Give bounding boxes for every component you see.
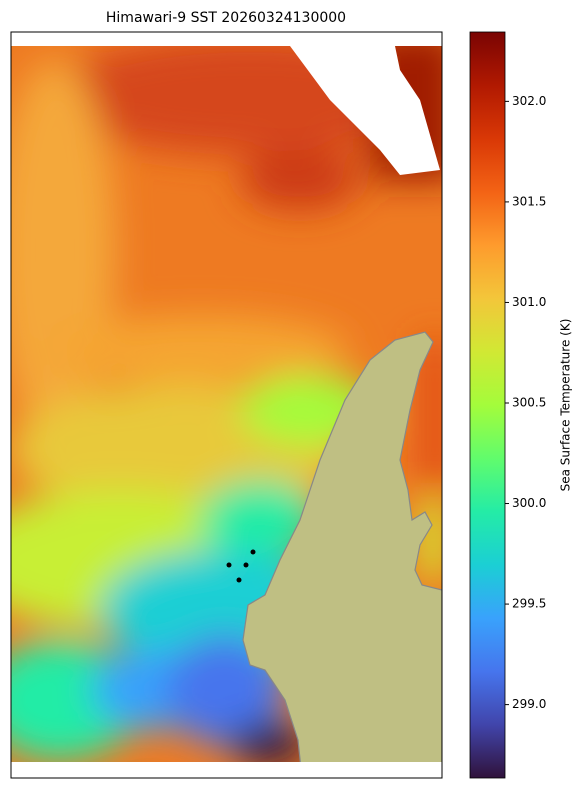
- colorbar-tick-label: 301.0: [512, 295, 546, 309]
- colorbar-tick-label: 299.5: [512, 597, 546, 611]
- sst-field: [11, 46, 442, 762]
- stations: [226, 549, 256, 583]
- colorbar-tick-label: 300.5: [512, 395, 546, 409]
- colorbar-tick-label: 299.0: [512, 697, 546, 711]
- colorbar: [469, 31, 506, 779]
- colorbar-tick-label: 302.0: [512, 94, 546, 108]
- title: Himawari-9 SST 20260324130000: [106, 10, 346, 26]
- colorbar-label: Sea Surface Temperature (K): [559, 319, 573, 492]
- map-frame: [10, 31, 443, 779]
- colorbar-tick-label: 300.0: [512, 496, 546, 510]
- colorbar-tick-label: 301.5: [512, 194, 546, 208]
